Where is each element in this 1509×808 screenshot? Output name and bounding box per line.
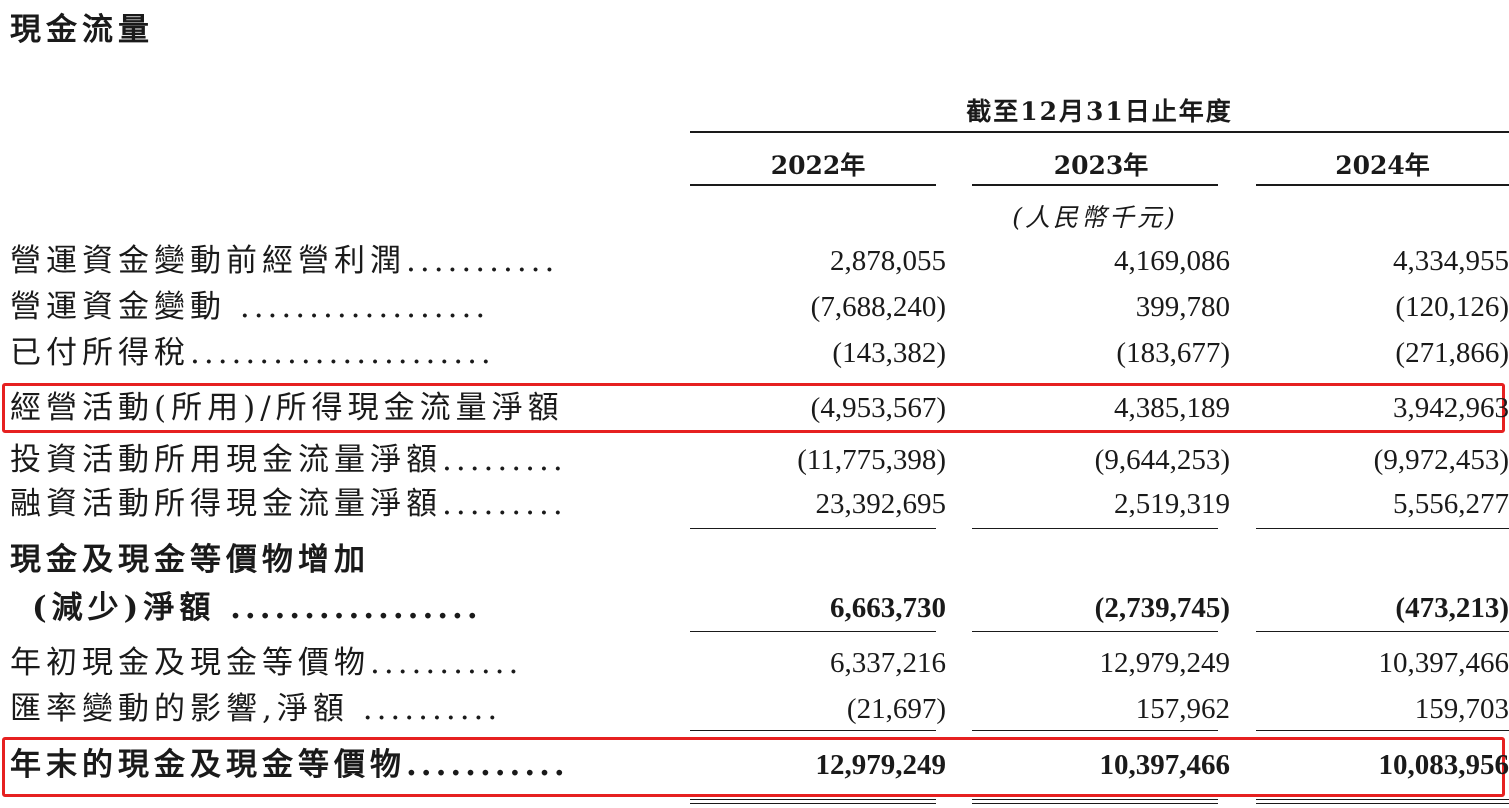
row-value-2022: (4,953,567)	[810, 392, 946, 424]
ending-double-rule-2023-a	[972, 799, 1218, 800]
net-change-rule-2023	[972, 631, 1218, 632]
ending-top-rule-2023	[972, 730, 1218, 731]
net-change-value-2024: (473,213)	[1395, 592, 1509, 624]
row-value-2023: 2,519,319	[1114, 488, 1230, 520]
row-value-2023: 4,169,086	[1114, 245, 1230, 277]
ending-double-rule-2023-b	[972, 803, 1218, 804]
subtotal-rule-2023	[972, 528, 1218, 529]
highlight-box-ending	[2, 737, 1505, 797]
row-value-2023: 4,385,189	[1114, 392, 1230, 424]
ending-top-rule-2022	[690, 730, 936, 731]
year-rule-2022	[690, 184, 936, 186]
ending-label: 年末的現金及現金等價物...........	[10, 747, 569, 783]
year-rule-2024	[1256, 184, 1509, 186]
unit-label: (人民幣千元)	[1012, 203, 1178, 232]
row-label: 融資活動所得現金流量淨額.........	[10, 486, 567, 522]
row-value-2024: 3,942,963	[1393, 392, 1509, 424]
ending-double-rule-2024-b	[1256, 803, 1509, 804]
ending-double-rule-2022-a	[690, 799, 936, 800]
ending-value-2023: 10,397,466	[1099, 749, 1231, 781]
ending-double-rule-2022-b	[690, 803, 936, 804]
row-label: 年初現金及現金等價物...........	[10, 645, 523, 681]
row-value-2022: 6,337,216	[830, 647, 946, 679]
row-value-2023: 12,979,249	[1099, 647, 1231, 679]
subtotal-rule-2022	[690, 528, 936, 529]
ending-double-rule-2024-a	[1256, 799, 1509, 800]
header-rule	[690, 131, 1509, 133]
row-value-2023: 157,962	[1135, 693, 1230, 725]
row-value-2022: (7,688,240)	[810, 291, 946, 323]
year-header-2022: 2022年	[770, 151, 866, 180]
year-rule-2023	[972, 184, 1218, 186]
row-value-2023: 399,780	[1135, 291, 1230, 323]
net-change-label-line2: (減少)淨額 .................	[32, 590, 482, 626]
net-change-value-2022: 6,663,730	[830, 592, 946, 624]
row-value-2023: (9,644,253)	[1094, 444, 1230, 476]
year-header-2024: 2024年	[1335, 151, 1430, 180]
ending-value-2022: 12,979,249	[815, 749, 947, 781]
row-value-2023: (183,677)	[1116, 337, 1230, 369]
row-value-2022: 2,878,055	[830, 245, 946, 277]
ending-top-rule-2024	[1256, 730, 1509, 731]
row-value-2024: 10,397,466	[1378, 647, 1509, 679]
period-header: 截至12月31日止年度	[966, 97, 1233, 126]
row-label: 投資活動所用現金流量淨額.........	[10, 442, 567, 478]
row-value-2022: (21,697)	[846, 693, 946, 725]
net-change-value-2023: (2,739,745)	[1094, 592, 1230, 624]
row-label: 已付所得稅......................	[10, 335, 495, 371]
row-label: 營運資金變動前經營利潤...........	[10, 243, 559, 279]
year-header-2023: 2023年	[1053, 151, 1149, 180]
subtotal-rule-2024	[1256, 528, 1509, 529]
row-value-2024: 159,703	[1414, 693, 1509, 725]
net-change-label-line1: 現金及現金等價物增加	[10, 542, 370, 578]
row-value-2024: (271,866)	[1395, 337, 1509, 369]
row-value-2022: 23,392,695	[815, 488, 947, 520]
row-value-2024: (9,972,453)	[1373, 444, 1509, 476]
row-value-2024: 5,556,277	[1393, 488, 1509, 520]
row-label: 經營活動(所用)/所得現金流量淨額	[10, 390, 564, 426]
row-value-2022: (11,775,398)	[797, 444, 946, 476]
net-change-rule-2022	[690, 631, 936, 632]
row-value-2024: (120,126)	[1395, 291, 1509, 323]
net-change-rule-2024	[1256, 631, 1509, 632]
row-label: 營運資金變動 ..................	[10, 289, 490, 325]
row-label: 匯率變動的影響,淨額 ..........	[10, 691, 502, 727]
highlight-box-operating	[2, 383, 1505, 433]
section-title: 現金流量	[10, 12, 154, 48]
row-value-2022: (143,382)	[832, 337, 946, 369]
row-value-2024: 4,334,955	[1393, 245, 1509, 277]
ending-value-2024: 10,083,956	[1378, 749, 1509, 781]
